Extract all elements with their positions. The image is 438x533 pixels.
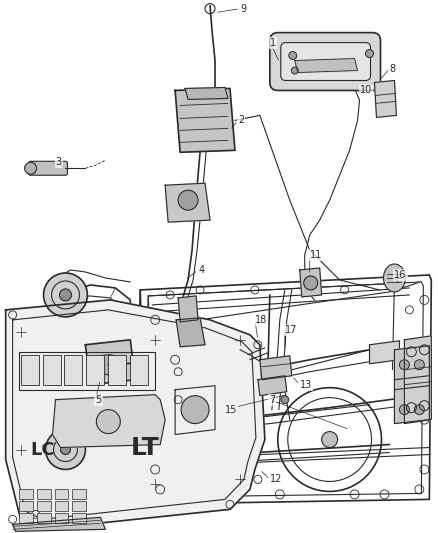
Polygon shape — [176, 318, 205, 347]
Bar — [37, 489, 50, 499]
Polygon shape — [165, 183, 210, 222]
Polygon shape — [300, 268, 321, 297]
Circle shape — [399, 405, 410, 415]
Text: 18: 18 — [255, 315, 267, 325]
Text: 8: 8 — [389, 63, 396, 74]
Text: 9: 9 — [240, 4, 246, 14]
Bar — [54, 489, 68, 499]
Ellipse shape — [384, 264, 406, 292]
Circle shape — [25, 162, 37, 174]
Polygon shape — [260, 356, 292, 379]
Circle shape — [366, 50, 374, 58]
Text: 13: 13 — [300, 379, 312, 390]
Bar — [86, 355, 104, 385]
Circle shape — [289, 52, 297, 60]
Text: 15: 15 — [225, 405, 237, 415]
Text: 3: 3 — [56, 157, 62, 167]
Polygon shape — [85, 340, 135, 385]
Text: 4: 4 — [198, 265, 204, 275]
Bar — [37, 502, 50, 511]
Polygon shape — [175, 88, 235, 152]
Polygon shape — [374, 80, 396, 117]
Text: 1: 1 — [270, 38, 276, 47]
Circle shape — [304, 276, 318, 290]
Bar — [19, 502, 32, 511]
Text: LC: LC — [31, 440, 55, 458]
Bar — [19, 513, 32, 523]
Ellipse shape — [95, 355, 122, 375]
Text: 2: 2 — [238, 115, 244, 125]
Circle shape — [321, 432, 338, 448]
Polygon shape — [185, 87, 228, 100]
Text: 7: 7 — [269, 394, 275, 405]
Circle shape — [46, 430, 85, 470]
Text: 10: 10 — [360, 85, 372, 95]
Bar — [42, 355, 60, 385]
Bar — [19, 489, 32, 499]
Text: LT: LT — [130, 435, 159, 459]
Polygon shape — [13, 518, 106, 531]
Circle shape — [414, 360, 424, 370]
FancyBboxPatch shape — [28, 161, 67, 175]
Polygon shape — [370, 341, 399, 364]
Bar — [72, 513, 86, 523]
Bar — [54, 513, 68, 523]
Circle shape — [414, 405, 424, 415]
Bar — [130, 355, 148, 385]
Text: 16: 16 — [395, 270, 407, 280]
Circle shape — [60, 289, 71, 301]
Circle shape — [399, 360, 410, 370]
Polygon shape — [395, 346, 429, 424]
Polygon shape — [178, 296, 198, 322]
Circle shape — [291, 67, 298, 74]
Polygon shape — [295, 59, 357, 72]
Polygon shape — [258, 376, 287, 395]
Bar — [21, 355, 39, 385]
Bar — [64, 355, 82, 385]
Polygon shape — [6, 300, 265, 529]
Polygon shape — [53, 394, 165, 448]
Bar — [54, 502, 68, 511]
Bar — [37, 513, 50, 523]
Polygon shape — [175, 386, 215, 434]
Circle shape — [43, 273, 88, 317]
Text: 17: 17 — [285, 325, 297, 335]
Circle shape — [281, 395, 289, 403]
Bar — [108, 355, 126, 385]
FancyBboxPatch shape — [270, 33, 381, 91]
Circle shape — [178, 190, 198, 210]
Circle shape — [181, 395, 209, 424]
Circle shape — [60, 445, 71, 455]
Text: 11: 11 — [310, 250, 322, 260]
Bar — [72, 502, 86, 511]
Text: 5: 5 — [95, 394, 102, 405]
Polygon shape — [404, 336, 431, 424]
Circle shape — [96, 410, 120, 433]
FancyBboxPatch shape — [281, 43, 371, 80]
Bar — [72, 489, 86, 499]
Text: 12: 12 — [270, 474, 282, 484]
